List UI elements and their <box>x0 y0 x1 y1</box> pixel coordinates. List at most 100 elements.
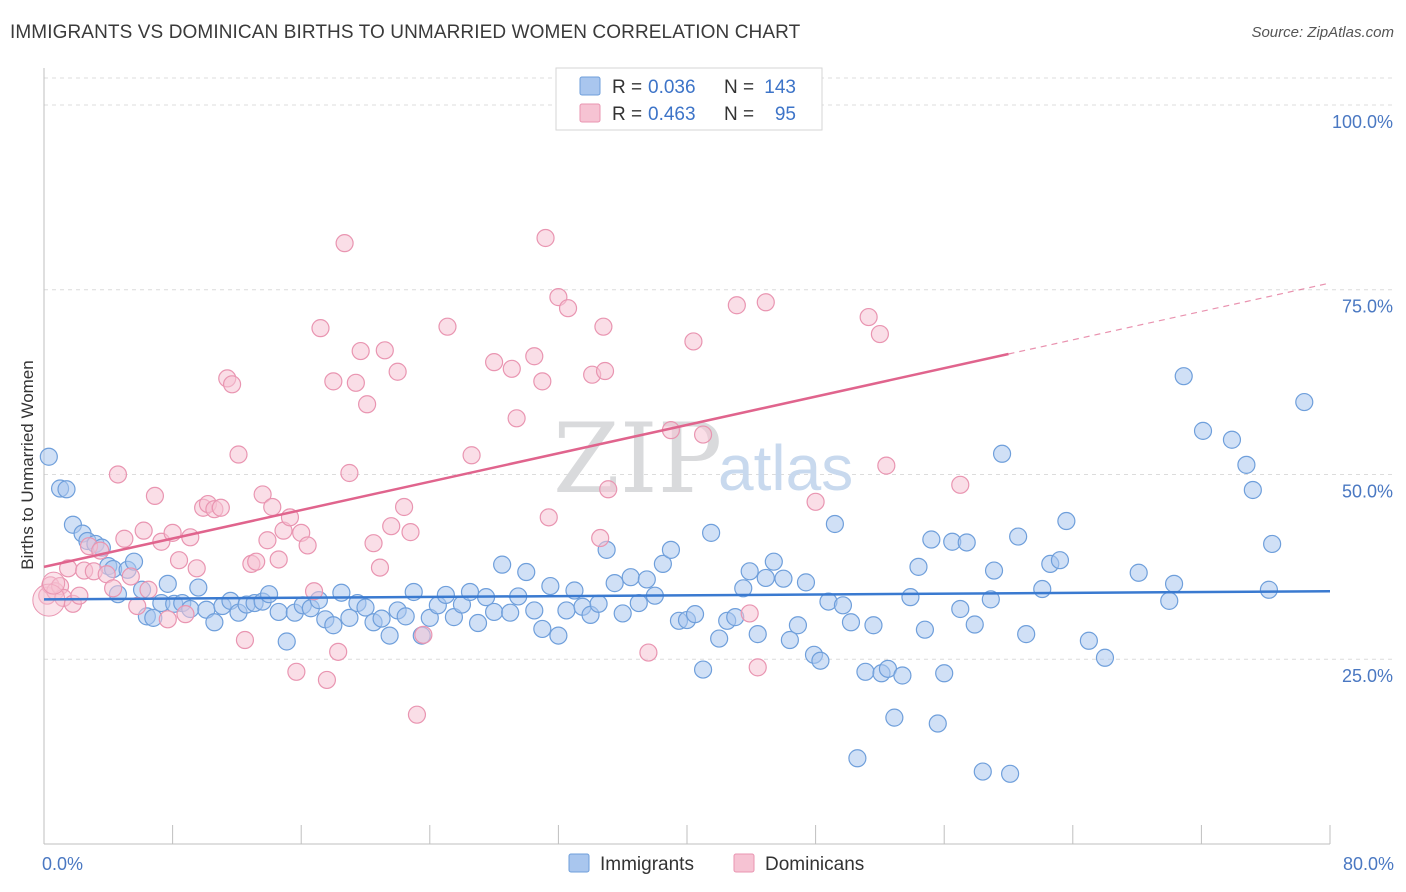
dominicans-point <box>558 299 578 318</box>
immigrants-point <box>468 613 488 633</box>
immigrants-point <box>984 561 1004 580</box>
immigrants-point <box>893 666 912 685</box>
dominicans-point <box>533 372 552 391</box>
dominicans-point <box>346 373 365 392</box>
immigrants-point <box>549 626 568 645</box>
immigrants-point <box>269 602 288 622</box>
dominicans-point <box>370 558 390 577</box>
legend-bottom: Immigrants Dominicans <box>568 853 864 875</box>
immigrants-point <box>605 574 624 593</box>
dominicans-point <box>756 293 775 312</box>
immigrants-point <box>764 552 783 571</box>
immigrants-point <box>589 594 608 613</box>
legend-top: R = 0.036 N = 143 R = 0.463 N = 95 <box>555 67 823 131</box>
immigrants-point <box>324 616 343 635</box>
dominicans-point <box>414 625 433 644</box>
immigrants-point <box>1050 551 1070 570</box>
legend-n-value: 95 <box>775 104 796 125</box>
immigrants-point <box>158 574 177 593</box>
immigrants-point <box>811 651 830 670</box>
immigrants-point <box>356 598 375 617</box>
immigrants-point <box>637 570 656 589</box>
dominicans-point <box>287 662 306 681</box>
watermark-zip: ZIP <box>553 403 722 515</box>
immigrants-point <box>935 664 954 683</box>
dominicans-point <box>229 445 248 464</box>
dominicans-point <box>158 610 177 629</box>
immigrants-point <box>796 573 816 592</box>
dominicans-point <box>351 341 370 361</box>
dominicans-point <box>145 486 165 506</box>
dominicans-point <box>253 485 272 504</box>
dominicans-point <box>536 228 555 248</box>
legend-r-label: R = <box>612 104 642 125</box>
immigrants-point <box>1164 574 1184 593</box>
immigrants-point <box>702 523 721 542</box>
legend-bottom-label-immigrants: Immigrants <box>600 854 694 875</box>
immigrants-point <box>501 603 520 622</box>
immigrants-point <box>909 557 928 576</box>
dominicans-point <box>340 463 359 483</box>
legend-r-value: 0.036 <box>648 77 696 98</box>
dominicans-point <box>304 582 324 601</box>
y-tick-label: 50.0% <box>1342 481 1393 501</box>
x-tick-label: 80.0% <box>1343 854 1394 874</box>
immigrants-point <box>380 626 399 645</box>
legend-r-label: R = <box>612 77 642 98</box>
chart-title: IMMIGRANTS VS DOMINICAN BIRTHS TO UNMARR… <box>10 22 801 43</box>
immigrants-point <box>1259 580 1279 599</box>
dominicans-point <box>859 307 878 327</box>
legend-bottom-label-dominicans: Dominicans <box>765 854 864 875</box>
immigrants-point <box>1095 648 1115 667</box>
immigrants-point <box>901 588 920 607</box>
immigrants-point <box>277 632 296 651</box>
immigrants-point <box>205 613 224 632</box>
immigrants-point <box>517 562 536 582</box>
dominicans-point <box>108 465 128 484</box>
legend-swatch-immigrants <box>579 76 601 96</box>
dominicans-point <box>169 551 189 570</box>
legend-swatch-dominicans <box>579 103 601 123</box>
dominicans-point <box>298 536 317 555</box>
immigrants-point <box>621 568 640 587</box>
immigrants-point <box>124 552 144 571</box>
legend-bottom-swatch-dominicans <box>733 853 755 873</box>
immigrants-point <box>1079 631 1098 650</box>
y-tick-label: 25.0% <box>1342 666 1393 686</box>
immigrants-point <box>1222 430 1242 449</box>
dominicans-point <box>324 372 343 391</box>
dominicans-point <box>134 521 153 540</box>
dominicans-point <box>727 296 746 315</box>
legend-r-value: 0.463 <box>648 104 696 125</box>
immigrants-point <box>885 708 904 727</box>
immigrants-point <box>841 613 861 632</box>
immigrants-point <box>1160 591 1179 610</box>
immigrants-point <box>848 749 867 768</box>
immigrants-point <box>756 568 775 588</box>
y-axis-label: Births to Unmarried Women <box>18 360 37 569</box>
dominicans-point <box>525 347 544 366</box>
y-tick-labels: 25.0% 50.0% 75.0% 100.0% <box>1332 112 1393 686</box>
dominicans-point <box>806 492 825 511</box>
dominicans-point <box>438 317 457 336</box>
immigrants-points <box>39 367 1314 783</box>
immigrants-point <box>710 629 729 648</box>
immigrants-point <box>1295 392 1314 412</box>
immigrants-point <box>981 590 1000 609</box>
dominicans-point <box>877 456 896 475</box>
immigrants-point <box>259 585 279 604</box>
watermark-atlas: atlas <box>718 432 853 504</box>
immigrants-point <box>189 578 208 597</box>
immigrants-point <box>485 602 504 622</box>
immigrants-trend-line <box>43 589 1331 601</box>
immigrants-point <box>1174 367 1193 386</box>
immigrants-point <box>57 480 76 499</box>
immigrants-point <box>653 554 672 574</box>
legend-n-value: 143 <box>764 77 796 98</box>
dominicans-point <box>539 508 558 527</box>
dominicans-point <box>462 446 481 465</box>
immigrants-point <box>973 762 992 781</box>
dominicans-point <box>70 586 89 605</box>
dominicans-point <box>329 642 348 661</box>
dominicans-point <box>748 658 767 677</box>
